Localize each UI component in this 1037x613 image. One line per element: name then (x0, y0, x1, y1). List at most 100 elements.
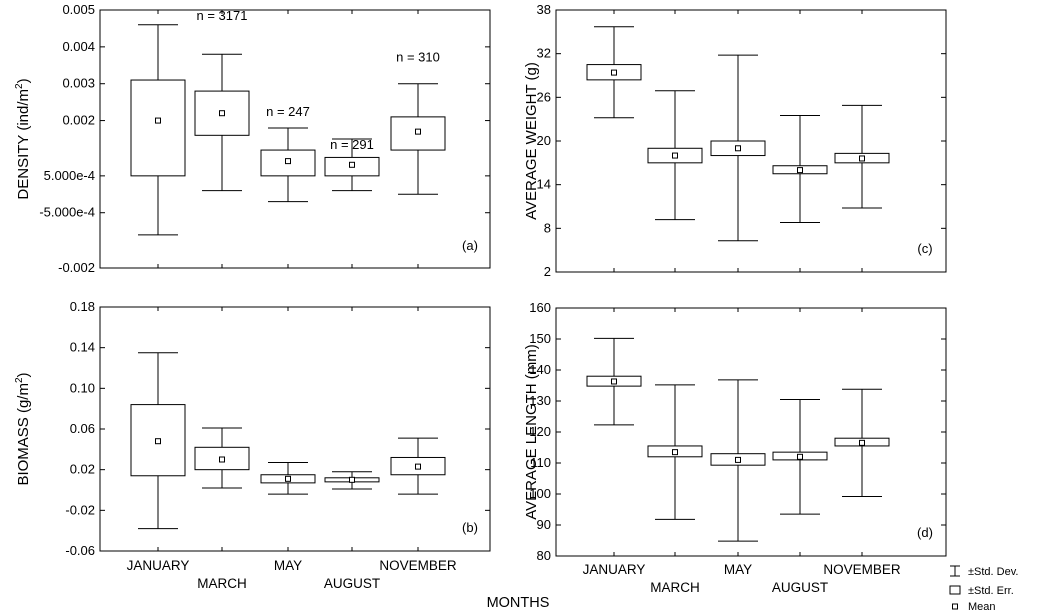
y-axis-title: AVERAGE WEIGHT (g) (523, 62, 540, 220)
chart-panel: -0.002 -5.000e-4 5.000e-4 0.002 0.003 0.004 0.… (14, 2, 491, 275)
y-tick-label: -5.000e-4 (39, 205, 95, 220)
y-tick-label: 0.06 (70, 421, 95, 436)
chart-panel: 80 90 100 110 120 130 140 150 160 AVERAGE LENGTH … (523, 300, 947, 563)
y-tick-label: 0.005 (62, 2, 95, 17)
legend-whisker-icon (950, 565, 960, 577)
x-category-label: MAY (274, 558, 302, 573)
y-tick-label: 14 (537, 177, 551, 192)
box-mark (710, 54, 766, 242)
y-tick-label: -0.06 (65, 543, 95, 558)
legend-label: ±Std. Dev. (968, 566, 1018, 578)
se-box (130, 79, 186, 177)
box-mark (194, 427, 250, 489)
mean-marker (155, 438, 161, 445)
box-mark: n = 209 (130, 24, 186, 236)
box-mark (710, 379, 766, 542)
mean-marker (415, 463, 421, 470)
sample-size-label: n = 291 (330, 137, 374, 152)
legend-label: Mean (968, 601, 996, 613)
y-tick-label: 0.14 (70, 340, 95, 355)
mean-marker (797, 167, 803, 174)
y-tick-label: 120 (529, 424, 551, 439)
y-tick-label: 0.02 (70, 462, 95, 477)
y-tick-label: 130 (529, 393, 551, 408)
chart-panel: 2 8 14 20 26 32 38 AVERAGE WEIGHT (g) (c) (523, 2, 947, 279)
panel-tag: (c) (917, 241, 932, 256)
box-mark (260, 462, 316, 495)
box-mark (130, 352, 186, 530)
y-tick-label: 150 (529, 331, 551, 346)
y-tick-label: 0.002 (62, 113, 95, 128)
mean-marker (859, 155, 865, 162)
x-category-label: NOVEMBER (823, 562, 901, 577)
mean-marker (349, 161, 355, 168)
x-category-label: AUGUST (324, 576, 380, 591)
box-mark (390, 437, 446, 495)
box-mark (647, 90, 703, 221)
legend-label: ±Std. Err. (968, 585, 1014, 597)
box-mark (647, 384, 703, 520)
mean-marker (219, 456, 225, 463)
mean-marker (349, 476, 355, 483)
box-mark (324, 471, 380, 490)
y-tick-label: 20 (537, 133, 551, 148)
x-category-label: AUGUST (772, 580, 828, 595)
mean-marker (672, 449, 678, 456)
x-category-label: JANUARY (583, 562, 646, 577)
mean-marker (735, 456, 741, 463)
y-tick-label: 0.004 (62, 39, 95, 54)
y-tick-label: -0.02 (65, 502, 95, 517)
sample-size-label: n = 310 (396, 50, 440, 65)
box-mark (834, 388, 890, 497)
mean-marker (285, 475, 291, 482)
panel-tag: (b) (462, 520, 478, 535)
box-mark (586, 26, 642, 119)
y-tick-label: -0.002 (58, 260, 95, 275)
sample-size-label: n = 247 (266, 104, 310, 119)
mean-marker (611, 69, 617, 76)
legend-box-icon (949, 585, 961, 595)
y-tick-label: 160 (529, 300, 551, 315)
y-tick-label: 80 (537, 548, 551, 563)
sample-size-label: n = 3171 (197, 8, 248, 23)
mean-marker (735, 145, 741, 152)
y-tick-label: 5.000e-4 (44, 168, 95, 183)
x-category-label: MAY (724, 562, 752, 577)
y-axis-title: AVERAGE LENGTH (mm) (523, 344, 540, 520)
y-axis-title: DENSITY (ind/m2) (14, 78, 32, 199)
x-axis-title: MONTHS (487, 595, 550, 611)
mean-marker (155, 117, 161, 124)
legend: ±Std. Dev. ±Std. Err. Mean (949, 565, 1018, 613)
mean-marker (219, 110, 225, 117)
y-tick-label: 0.003 (62, 76, 95, 91)
x-category-label: NOVEMBER (379, 558, 457, 573)
box-mark (586, 337, 642, 426)
y-tick-label: 0.10 (70, 380, 95, 395)
box-mark: n = 310 (390, 50, 446, 195)
box-mark: n = 291 (324, 137, 380, 192)
y-tick-label: 8 (544, 220, 551, 235)
y-tick-label: 110 (530, 455, 551, 470)
mean-marker (672, 152, 678, 159)
x-category-label: MARCH (197, 576, 247, 591)
y-tick-label: 32 (537, 46, 551, 61)
y-tick-label: 2 (544, 264, 551, 279)
x-category-label: MARCH (650, 580, 700, 595)
y-tick-label: 90 (537, 517, 551, 532)
box-mark (772, 115, 828, 224)
mean-marker (285, 158, 291, 165)
y-tick-label: 140 (529, 362, 551, 377)
y-tick-label: 38 (537, 2, 551, 17)
box-mark (772, 398, 828, 515)
y-tick-label: 100 (529, 486, 551, 501)
y-tick-label: 0.18 (70, 299, 95, 314)
x-category-label: JANUARY (127, 558, 190, 573)
y-axis-title: BIOMASS (g/m2) (14, 372, 32, 485)
mean-marker (797, 453, 803, 460)
mean-marker (859, 439, 865, 446)
y-tick-label: 26 (537, 89, 551, 104)
legend-mean-icon (952, 603, 958, 610)
chart-panel: -0.06 -0.02 0.02 0.06 0.10 0.14 0.18 BIOMASS (g… (14, 299, 491, 558)
mean-marker (611, 378, 617, 385)
